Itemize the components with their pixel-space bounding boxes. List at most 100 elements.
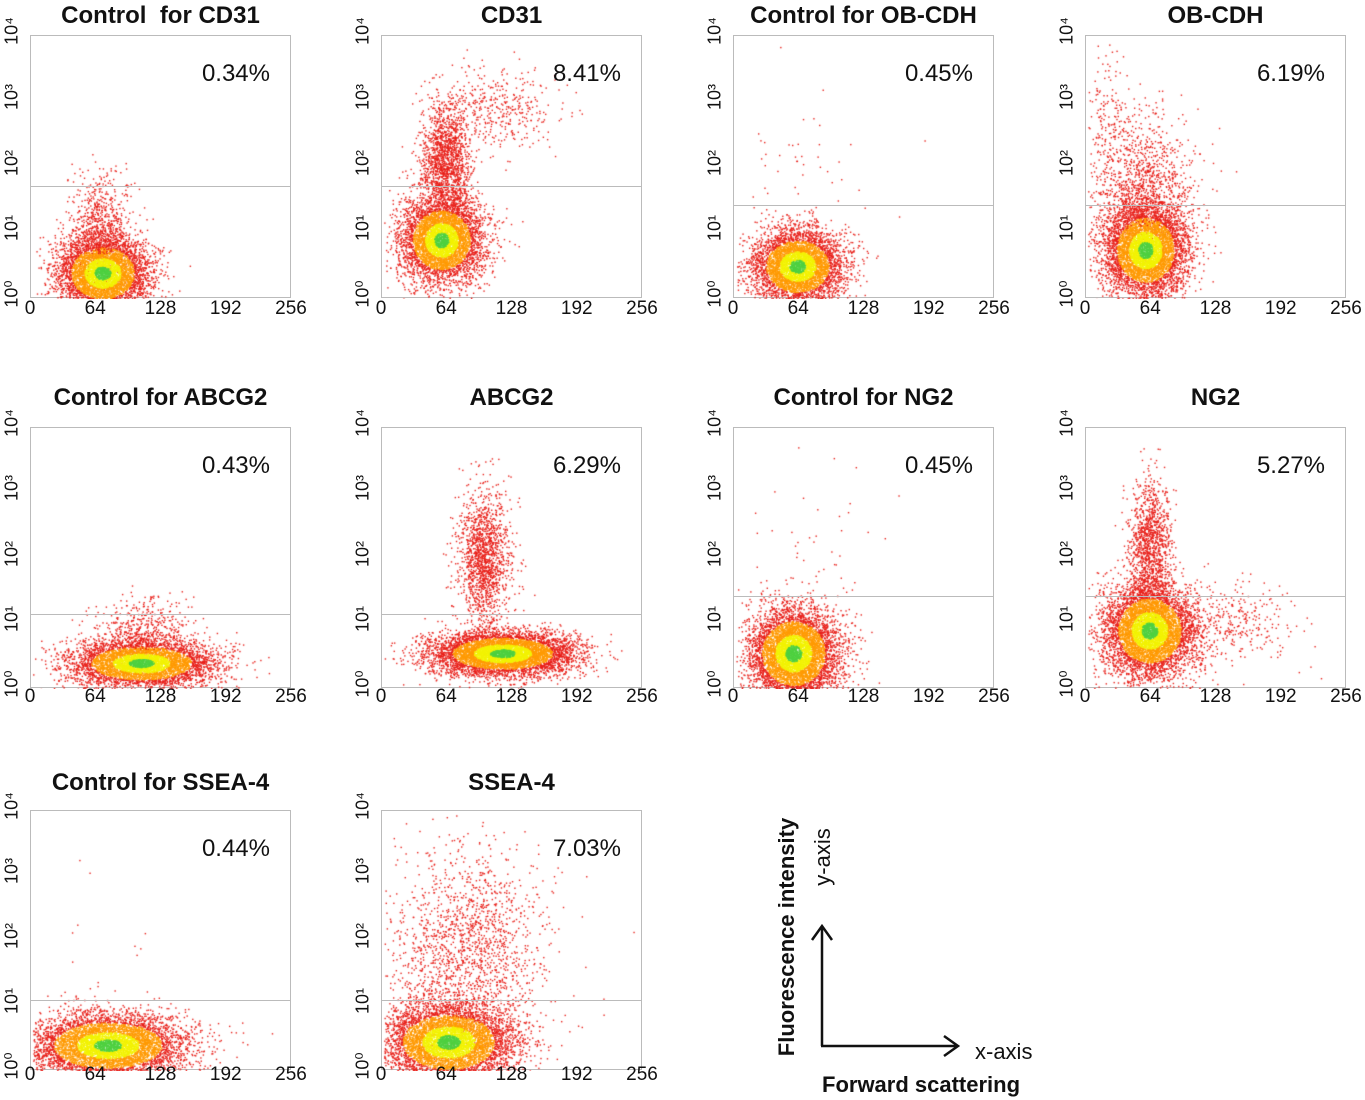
x-tick-label: 256: [275, 1064, 307, 1085]
y-tick-label: 10³: [1, 857, 22, 885]
y-tick-label: 10³: [352, 857, 373, 885]
y-tick-label: 10⁰: [1056, 280, 1077, 308]
x-tick-label: 128: [847, 298, 880, 319]
y-tick-label: 10⁴: [1056, 17, 1077, 45]
scatter-plot: 5.27%: [1085, 427, 1347, 689]
scatter-plot: 7.03%: [381, 810, 643, 1071]
y-tick-label: 10²: [1056, 149, 1077, 176]
y-tick-label: 10¹: [352, 605, 373, 632]
y-tick-label: 10⁰: [1, 1052, 22, 1080]
y-tick-label: 10¹: [352, 987, 373, 1015]
panel-title: Control for CD31: [61, 2, 260, 29]
x-tick-label: 128: [495, 686, 528, 707]
x-tick-label: 64: [435, 686, 457, 707]
x-tick-label: 256: [626, 298, 658, 319]
panel-title: Control for OB-CDH: [750, 2, 977, 29]
x-tick-label: 0: [24, 298, 36, 319]
y-tick-label: 10⁴: [704, 409, 725, 437]
scatter-plot: 8.41%: [381, 35, 643, 299]
scatter-plot: 6.29%: [381, 427, 643, 689]
x-tick-label: 192: [209, 686, 242, 707]
density-points: [31, 36, 292, 299]
x-tick-label: 64: [787, 686, 809, 707]
x-tick-label: 192: [560, 298, 593, 319]
y-tick-label: 10¹: [1, 605, 22, 632]
y-tick-label: 10³: [1, 475, 22, 502]
y-tick-label: 10¹: [352, 215, 373, 242]
x-tick-label: 64: [435, 298, 457, 319]
percent-label: 0.44%: [201, 835, 270, 862]
x-tick-label: 256: [1330, 686, 1362, 707]
y-tick-label: 10⁰: [1056, 670, 1077, 698]
x-tick-label: 192: [1264, 298, 1297, 319]
x-tick-label: 256: [978, 298, 1010, 319]
gate-line: [1086, 204, 1345, 206]
legend-y-label: Fluorescence intensity: [774, 817, 799, 1057]
legend-x-label: Forward scattering: [822, 1072, 1021, 1097]
x-tick-label: 192: [912, 298, 945, 319]
y-tick-label: 10²: [704, 540, 725, 567]
gate-line: [31, 613, 290, 615]
gate-line: [382, 185, 641, 187]
y-tick-label: 10²: [352, 149, 373, 176]
x-tick-label: 256: [978, 686, 1010, 707]
x-tick-label: 256: [275, 686, 307, 707]
gate-line: [31, 999, 290, 1001]
density-points: [382, 428, 643, 689]
gate-line: [382, 999, 641, 1001]
y-tick-label: 10⁴: [1, 792, 22, 820]
y-tick-label: 10¹: [1, 987, 22, 1015]
y-tick-label: 10⁴: [1, 17, 22, 45]
scatter-plot: 0.34%: [30, 35, 292, 299]
x-tick-label: 0: [727, 686, 739, 707]
percent-label: 0.45%: [904, 60, 973, 87]
y-tick-label: 10¹: [704, 215, 725, 242]
x-tick-label: 64: [435, 1064, 457, 1085]
y-tick-label: 10¹: [1056, 605, 1077, 632]
panel-title: Control for SSEA-4: [51, 769, 270, 796]
y-tick-label: 10⁰: [1, 280, 22, 308]
scatter-plot: 0.45%: [733, 35, 995, 299]
y-tick-label: 10⁰: [1, 670, 22, 698]
x-tick-label: 256: [626, 1064, 658, 1085]
y-tick-label: 10³: [704, 83, 725, 110]
density-points: [1086, 428, 1347, 689]
x-tick-label: 192: [1264, 686, 1297, 707]
y-tick-label: 10¹: [1056, 215, 1077, 242]
density-points: [31, 811, 292, 1071]
panel-title: OB-CDH: [1167, 2, 1264, 29]
panel-title: CD31: [480, 2, 543, 29]
scatter-plot: 6.19%: [1085, 35, 1347, 299]
x-tick-label: 0: [375, 298, 387, 319]
y-arrow: [810, 923, 834, 1046]
y-tick-label: 10⁴: [352, 409, 373, 437]
y-tick-label: 10¹: [704, 605, 725, 632]
percent-label: 7.03%: [552, 835, 621, 862]
y-tick-label: 10⁰: [352, 1052, 373, 1080]
y-tick-label: 10³: [704, 475, 725, 502]
x-tick-label: 128: [847, 686, 880, 707]
y-tick-label: 10⁰: [352, 670, 373, 698]
scatter-plot: 0.45%: [733, 427, 995, 689]
legend-y-axis: y-axis: [810, 828, 835, 886]
y-tick-label: 10²: [1, 540, 22, 567]
scatter-plot: 0.43%: [30, 427, 292, 689]
panel-title: ABCG2: [469, 384, 554, 411]
panel-title: NG2: [1190, 384, 1241, 411]
x-tick-label: 64: [1139, 686, 1161, 707]
y-tick-label: 10⁴: [352, 792, 373, 820]
y-tick-label: 10³: [1056, 83, 1077, 110]
gate-line: [1086, 596, 1345, 598]
y-tick-label: 10⁴: [704, 17, 725, 45]
percent-label: 6.29%: [552, 452, 621, 479]
x-tick-label: 256: [1330, 298, 1362, 319]
y-tick-label: 10⁰: [704, 670, 725, 698]
x-tick-label: 0: [727, 298, 739, 319]
x-tick-label: 192: [912, 686, 945, 707]
x-tick-label: 128: [1199, 686, 1232, 707]
x-tick-label: 192: [560, 686, 593, 707]
y-tick-label: 10⁴: [352, 17, 373, 45]
y-tick-label: 10³: [1, 83, 22, 110]
x-tick-label: 128: [495, 1064, 528, 1085]
